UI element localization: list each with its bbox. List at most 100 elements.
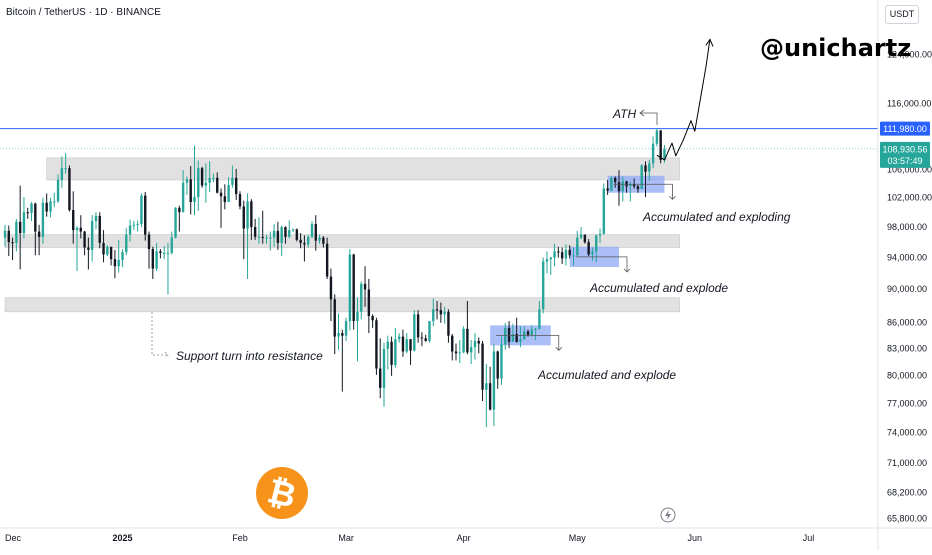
candle-body	[526, 331, 530, 335]
bitcoin-logo-icon	[256, 467, 308, 519]
candle-body	[560, 252, 564, 259]
candle-body	[360, 283, 363, 312]
candle-body	[291, 229, 295, 231]
candle-body	[322, 237, 325, 244]
candle-body	[613, 177, 617, 183]
candle-body	[174, 207, 177, 238]
candle-body	[307, 236, 310, 245]
currency-button[interactable]: USDT	[885, 5, 919, 24]
candle-body	[269, 237, 272, 239]
candle-body	[53, 201, 56, 203]
candle-body	[257, 236, 261, 238]
candle-body	[26, 212, 29, 214]
candle-body	[428, 321, 431, 341]
author-watermark: @unichartz	[760, 34, 912, 62]
candle-body	[64, 168, 67, 170]
candle-body	[318, 237, 321, 241]
chart-title: Bitcoin / TetherUS · 1D · BINANCE	[6, 7, 161, 18]
candle-body	[162, 252, 166, 254]
candle-body	[352, 254, 355, 322]
candle-body	[234, 177, 238, 195]
candle-body	[253, 227, 257, 237]
candle-body	[379, 368, 382, 388]
annotation-layer: ATH Accumulated and exploding Accumulated …	[151, 107, 791, 523]
annotation-explode-2: Accumulated and explode	[537, 368, 676, 382]
ath-label: ATH	[612, 107, 636, 121]
candle-body	[132, 224, 136, 226]
projection-path	[656, 39, 711, 161]
candle-body	[155, 251, 158, 269]
candle-body	[34, 203, 37, 232]
candle-body	[462, 328, 465, 353]
candle-body	[591, 251, 594, 255]
candle-body	[341, 333, 344, 336]
candle-body	[261, 236, 264, 238]
candle-body	[451, 335, 454, 352]
x-tick-label: Jul	[803, 533, 815, 543]
accumulation-arrow	[496, 334, 563, 351]
accumulation-arrow	[575, 256, 631, 273]
candle-body	[102, 242, 105, 255]
candle-body	[348, 254, 352, 322]
candle-body	[219, 192, 223, 197]
candle-body	[41, 202, 45, 237]
candle-body	[413, 314, 416, 351]
candle-body	[621, 181, 624, 192]
candle-body	[534, 328, 537, 330]
candle-body	[56, 179, 60, 202]
y-tick-label: 74,000.00	[887, 428, 927, 438]
annotation-support: Support turn into resistance	[176, 349, 323, 363]
candle-body	[181, 182, 185, 213]
candle-body	[75, 227, 79, 231]
candle-body	[216, 177, 219, 193]
candle-body	[333, 299, 336, 337]
candle-body	[579, 234, 583, 238]
candle-body	[504, 327, 507, 345]
candle-body	[443, 311, 446, 315]
candle-body	[371, 316, 374, 321]
lightning-icon[interactable]	[660, 507, 676, 523]
candle-body	[481, 343, 484, 390]
candle-body	[288, 230, 291, 237]
candle-body	[386, 341, 389, 349]
candle-body	[367, 289, 371, 317]
sr-zone-3	[4, 297, 680, 313]
candle-body	[401, 336, 405, 352]
candle-body	[557, 251, 560, 253]
candle-body	[45, 202, 48, 212]
candle-body	[420, 337, 424, 339]
candle-body	[87, 247, 90, 250]
y-tick-label: 102,000.00	[887, 193, 932, 203]
candle-body	[310, 224, 314, 237]
candle-body	[109, 246, 113, 260]
candle-body	[193, 197, 196, 203]
x-tick-label: 2025	[112, 533, 132, 543]
candle-body	[136, 224, 139, 226]
candle-body	[394, 339, 397, 365]
x-tick-label: Jun	[688, 533, 703, 543]
candle-body	[337, 333, 340, 337]
current-price-badge	[880, 141, 930, 168]
candle-body	[405, 339, 408, 352]
x-tick-label: Feb	[232, 533, 248, 543]
ath-price-badge	[880, 121, 930, 136]
candle-body	[3, 230, 7, 238]
candle-body	[11, 242, 14, 244]
candle-body	[648, 163, 651, 172]
candle-body	[507, 327, 511, 342]
candle-body	[204, 182, 208, 186]
candle-body	[435, 309, 439, 311]
candle-body	[117, 259, 120, 267]
candle-body	[295, 229, 299, 240]
candle-body	[363, 283, 367, 290]
candle-body	[492, 351, 496, 410]
candle-body	[22, 212, 26, 234]
candle-body	[15, 221, 18, 243]
candle-body	[227, 184, 230, 203]
candle-body	[106, 246, 109, 255]
candle-body	[538, 309, 541, 329]
candle-body	[7, 230, 10, 243]
candle-body	[200, 168, 204, 186]
candle-body	[246, 201, 249, 229]
